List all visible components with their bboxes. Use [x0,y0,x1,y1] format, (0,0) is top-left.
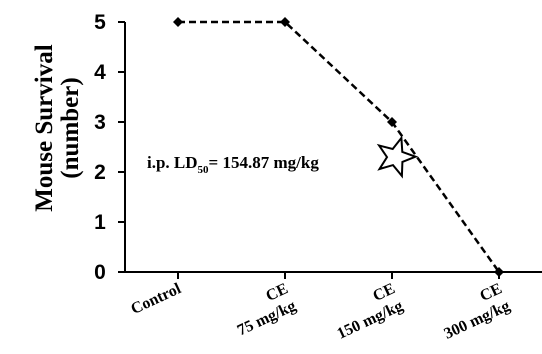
data-point [387,117,397,127]
data-point [173,17,183,27]
y-axis-label: Mouse Survival (number) [31,44,84,211]
ld50-label: i.p. LD50= 154.87 mg/kg [147,153,319,176]
y-tick-label: 3 [94,111,106,134]
ld50-star-marker [376,135,419,179]
y-axis-label-line-1: Mouse Survival [31,44,58,211]
data-points [173,17,504,277]
x-tick-label-line: 75 mg/kg [235,297,299,339]
x-tick-label-line: 150 mg/kg [334,297,405,342]
y-tick-label: 2 [94,161,106,184]
ld50-subscript: 50 [198,164,210,176]
y-axis-label-line-2: (number) [57,77,84,178]
y-tick-label: 0 [94,261,106,284]
x-tick-label: Control [128,280,184,318]
ld50-suffix: = 154.87 mg/kg [209,153,320,172]
y-ticks: 0 1 2 3 4 5 [94,11,125,284]
series-line [178,20,501,273]
ld50-annotation: i.p. LD50= 154.87 mg/kg [147,135,419,179]
data-point [494,267,504,277]
y-tick-label: 1 [94,211,106,234]
y-tick-label: 5 [94,11,106,34]
x-tick-label-line: Control [128,280,184,318]
data-point [280,17,290,27]
y-tick-label: 4 [94,61,106,84]
x-tick-label-line: 300 mg/kg [441,297,512,342]
